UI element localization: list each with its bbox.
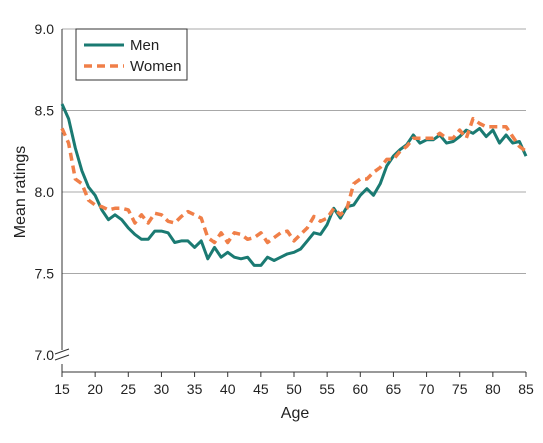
x-tick-label: 15 — [54, 381, 70, 397]
x-tick-label: 80 — [485, 381, 501, 397]
x-axis-title: Age — [281, 405, 310, 422]
y-tick-label: 7.0 — [35, 347, 55, 363]
legend-label-men: Men — [130, 37, 159, 54]
x-tick-label: 85 — [518, 381, 534, 397]
x-tick-label: 70 — [419, 381, 435, 397]
legend-box — [75, 28, 188, 81]
legend: Men Women — [75, 28, 188, 81]
x-tick-label: 75 — [452, 381, 468, 397]
y-tick-label: 8.0 — [35, 184, 55, 200]
x-tick-label: 35 — [187, 381, 203, 397]
x-tick-label: 25 — [120, 381, 136, 397]
y-tick-label: 8.5 — [35, 103, 55, 119]
x-tick-label: 60 — [352, 381, 368, 397]
x-tick-label: 50 — [286, 381, 302, 397]
series-lines — [60, 103, 528, 267]
y-tick-labels: 7.0 7.5 8.0 8.5 9.0 — [35, 21, 55, 363]
y-tick-label: 7.5 — [35, 266, 55, 282]
series-line-men — [60, 103, 528, 267]
x-tick-label: 40 — [220, 381, 236, 397]
axis-break-marker — [54, 348, 70, 361]
x-tick-label: 65 — [386, 381, 402, 397]
x-tick-label: 20 — [87, 381, 103, 397]
axes — [54, 29, 527, 377]
series-line-women — [60, 116, 528, 245]
x-tick-labels: 15 20 25 30 35 40 45 50 55 60 65 70 75 80 85 — [54, 381, 534, 397]
legend-label-women: Women — [130, 58, 181, 75]
x-tick-label: 30 — [154, 381, 170, 397]
y-tick-label: 9.0 — [35, 21, 55, 37]
y-axis-title: Mean ratings — [12, 146, 29, 239]
x-tick-label: 45 — [253, 381, 269, 397]
x-tick-label: 55 — [319, 381, 335, 397]
